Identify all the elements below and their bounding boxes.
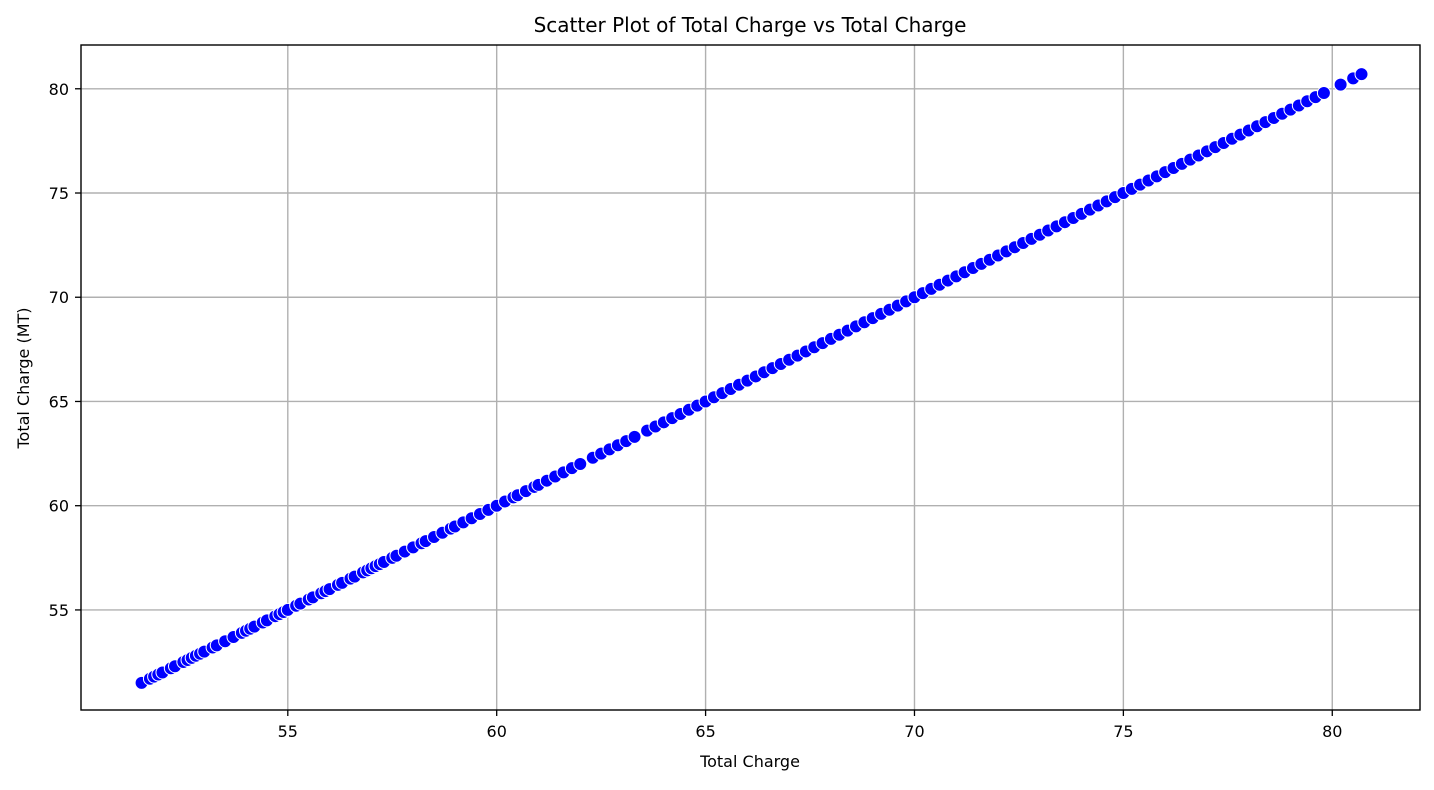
y-tick-label: 80 [49,80,69,99]
plot-area-frame [80,44,1421,711]
y-tick-label: 55 [49,601,69,620]
scatter-point [627,429,642,444]
x-tick-label: 55 [278,722,298,741]
y-tick-label: 70 [49,288,69,307]
x-tick-label: 80 [1322,722,1342,741]
data-points [134,67,1369,690]
chart-title: Scatter Plot of Total Charge vs Total Ch… [534,13,967,37]
x-tick-label: 65 [695,722,715,741]
grid-lines [81,45,1420,710]
y-tick-label: 65 [49,392,69,411]
x-axis-ticks: 55 60 65 70 75 80 [278,710,1342,741]
scatter-point [1354,67,1369,82]
y-axis-ticks: 55 60 65 70 75 80 [49,80,81,620]
scatter-point [1333,77,1348,92]
y-axis-label: Total Charge (MT) [14,307,33,449]
scatter-point [1316,85,1331,100]
x-tick-label: 70 [904,722,924,741]
scatter-point [573,457,588,472]
x-tick-label: 60 [487,722,507,741]
y-tick-label: 60 [49,497,69,516]
x-tick-label: 75 [1113,722,1133,741]
x-axis-label: Total Charge [699,752,800,771]
y-tick-label: 75 [49,184,69,203]
